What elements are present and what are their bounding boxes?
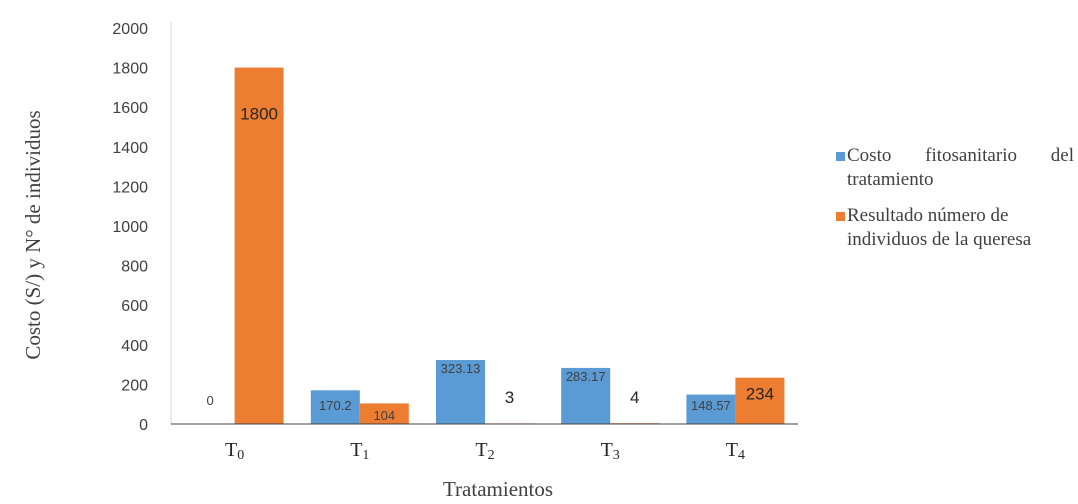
y-tick-label: 0 [139, 417, 148, 434]
data-label-resultado-t4: 234 [746, 385, 774, 404]
y-tick-label: 800 [121, 259, 148, 276]
data-label-costo-t1: 170.2 [319, 398, 352, 413]
data-label-costo-t2: 323.13 [441, 361, 481, 376]
y-tick-label: 1800 [112, 61, 148, 78]
legend-swatch-resultado [836, 212, 845, 221]
y-axis-ticks: 0 200 400 600 800 1000 1200 1400 1600 1800 2000 [112, 21, 148, 434]
x-axis-category-labels: T0 T1 T2 T3 T4 [225, 439, 745, 463]
x-axis-title: Tratamientos [443, 477, 553, 501]
bar-costo-t1 [310, 390, 360, 424]
x-category-label: T0 [225, 439, 244, 463]
y-tick-label: 400 [121, 338, 148, 355]
y-tick-label: 1200 [112, 179, 148, 196]
bar-costo-t2 [436, 360, 485, 424]
bar-resultado-t1 [359, 403, 409, 424]
x-category-label: T1 [350, 439, 369, 463]
legend: Costo fitosanitario del tratamiento Resu… [836, 144, 1074, 264]
y-tick-label: 1400 [112, 140, 148, 157]
x-category-label: T3 [601, 439, 620, 463]
data-label-resultado-t0: 1800 [240, 105, 278, 124]
legend-item-costo: Costo fitosanitario del tratamiento [836, 144, 1074, 192]
bar-costo-t3 [561, 367, 611, 424]
data-label-costo-t0: 0 [206, 393, 213, 408]
data-label-costo-t3: 283.17 [566, 369, 606, 384]
y-tick-label: 2000 [112, 21, 148, 38]
y-tick-label: 1000 [112, 219, 148, 236]
y-axis-title: Costo (S/) y N° de individuos [21, 110, 45, 359]
x-category-label: T4 [726, 439, 745, 463]
legend-item-resultado: Resultado número de individuos de la que… [836, 204, 1074, 252]
y-tick-label: 1600 [112, 100, 148, 117]
bar-resultado-t0 [234, 67, 284, 424]
bars [234, 67, 785, 424]
data-label-resultado-t3: 4 [630, 388, 639, 407]
data-label-resultado-t1: 104 [373, 408, 395, 423]
y-tick-label: 600 [121, 298, 148, 315]
legend-label-costo: Costo fitosanitario del tratamiento [847, 145, 1074, 190]
y-tick-label: 200 [121, 377, 148, 394]
bar-resultado-t4 [735, 377, 785, 424]
x-category-label: T2 [475, 439, 494, 463]
legend-swatch-costo [836, 152, 845, 161]
data-label-resultado-t2: 3 [505, 388, 514, 407]
legend-label-resultado: Resultado número de individuos de la que… [847, 205, 1032, 250]
data-labels: 0 1800 170.2 104 323.13 3 283.17 4 148.57 234 [206, 105, 774, 423]
bar-costo-t4 [686, 394, 736, 424]
data-label-costo-t4: 148.57 [691, 398, 731, 413]
